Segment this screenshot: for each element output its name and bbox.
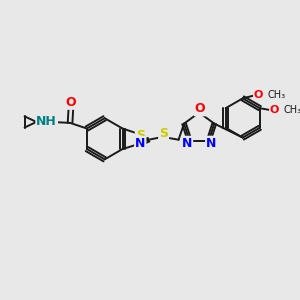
Text: O: O: [195, 102, 206, 116]
Text: S: S: [136, 130, 145, 142]
Text: CH₃: CH₃: [283, 105, 300, 115]
Text: O: O: [254, 90, 263, 100]
Text: N: N: [206, 137, 217, 150]
Text: O: O: [270, 105, 279, 115]
Text: CH₃: CH₃: [267, 90, 285, 100]
Text: N: N: [182, 137, 192, 150]
Text: S: S: [159, 127, 168, 140]
Text: N: N: [135, 137, 146, 150]
Text: NH: NH: [36, 115, 57, 128]
Text: O: O: [66, 96, 76, 109]
